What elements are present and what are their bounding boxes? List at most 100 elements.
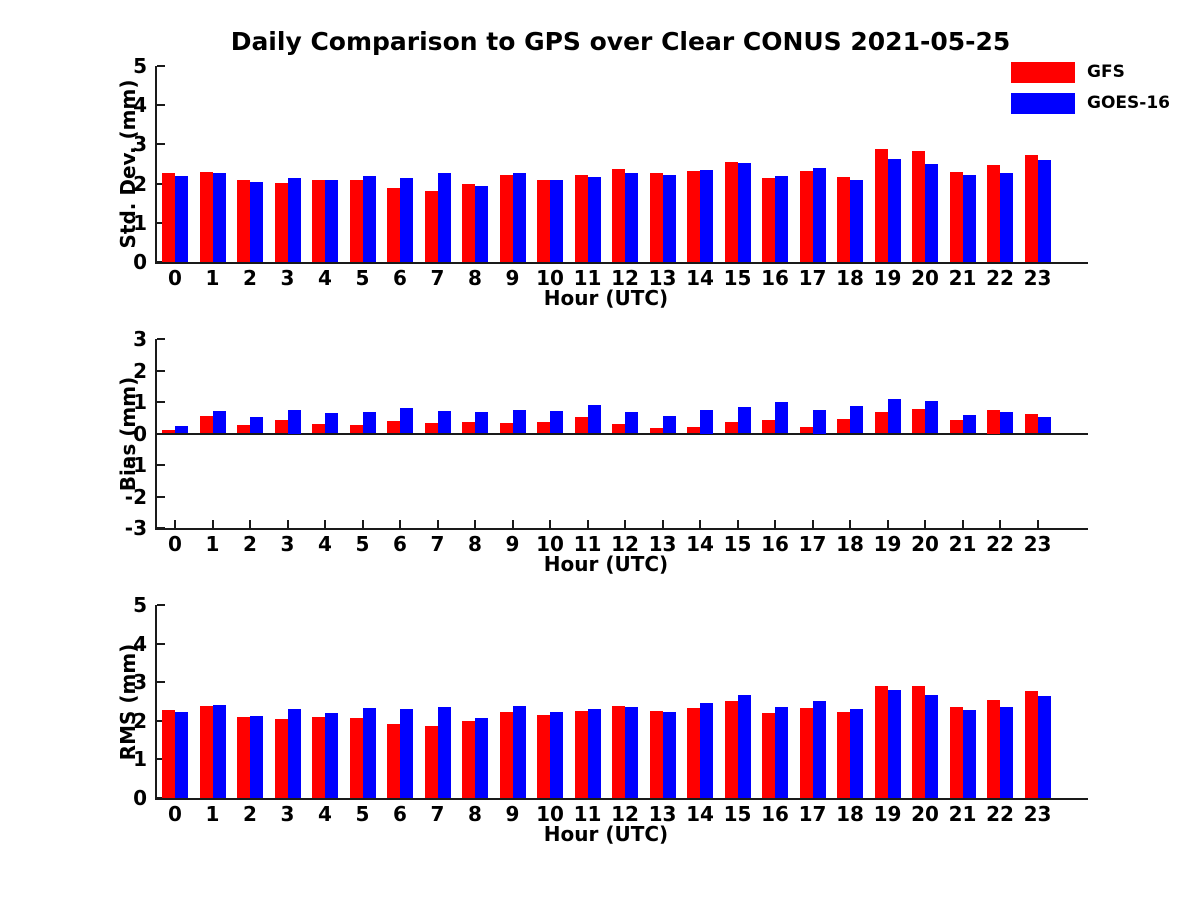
x-tick-label: 19 [873, 532, 902, 556]
x-tick-label: 14 [686, 532, 714, 556]
x-tick [661, 520, 664, 528]
x-tick-label: 10 [536, 802, 564, 826]
bar-gfs-hour-6 [387, 187, 400, 262]
bar-gfs-hour-15 [724, 161, 738, 262]
bar-goes-16-hour-12 [625, 706, 638, 798]
bar-goes-16-hour-4 [325, 713, 338, 798]
bar-gfs-hour-4 [312, 424, 325, 434]
bar-gfs-hour-15 [724, 421, 738, 434]
bar-gfs-hour-7 [424, 726, 438, 798]
bar-goes-16-hour-20 [925, 694, 938, 798]
x-tick-label: 22 [986, 802, 1014, 826]
bar-goes-16-hour-14 [700, 170, 713, 262]
y-tick [157, 401, 165, 403]
x-tick-label: 12 [611, 266, 639, 290]
x-tick [774, 520, 776, 528]
y-tick [157, 642, 165, 645]
bar-gfs-hour-7 [424, 190, 438, 262]
x-tick-label: 2 [243, 802, 257, 826]
y-tick-label: 5 [133, 593, 147, 617]
bar-gfs-hour-1 [199, 416, 213, 434]
bar-goes-16-hour-16 [775, 706, 788, 798]
bar-goes-16-hour-2 [250, 716, 263, 798]
x-tick-label: 19 [873, 266, 902, 290]
x-tick-label: 18 [836, 532, 864, 556]
bar-goes-16-hour-13 [662, 711, 676, 798]
x-tick-label: 6 [393, 802, 407, 826]
bar-gfs-hour-14 [687, 708, 700, 798]
x-tick [699, 520, 701, 528]
bar-goes-16-hour-22 [1000, 412, 1013, 434]
bar-goes-16-hour-19 [887, 399, 901, 434]
y-tick [157, 758, 165, 761]
x-tick-label: 23 [1023, 266, 1052, 290]
y-tick [157, 143, 165, 146]
bar-gfs-hour-16 [762, 713, 775, 798]
bar-goes-16-hour-3 [287, 409, 301, 434]
bar-goes-16-hour-10 [550, 712, 563, 798]
y-tick [157, 261, 165, 263]
x-tick-label: 8 [468, 266, 482, 290]
y-tick-label: 1 [133, 390, 147, 414]
x-tick-label: 7 [430, 532, 445, 556]
x-tick-label: 1 [205, 532, 220, 556]
bar-gfs-hour-5 [349, 180, 363, 262]
y-tick [157, 797, 165, 799]
bar-goes-16-hour-0 [175, 425, 188, 434]
bar-goes-16-hour-6 [400, 177, 413, 262]
bar-goes-16-hour-1 [212, 172, 226, 262]
x-tick-label: 22 [986, 266, 1014, 290]
bar-gfs-hour-22 [987, 699, 1000, 798]
x-tick-label: 4 [318, 532, 332, 556]
x-tick-label: 10 [536, 266, 564, 290]
gfs-swatch-icon [1011, 62, 1075, 83]
bar-gfs-hour-8 [462, 184, 475, 262]
x-tick-label: 6 [393, 266, 407, 290]
bar-goes-16-hour-5 [362, 411, 376, 434]
y-tick [157, 719, 165, 722]
x-tick [174, 520, 176, 528]
x-tick-label: 13 [648, 266, 677, 290]
chart-title: Daily Comparison to GPS over Clear CONUS… [230, 27, 1011, 56]
x-tick-label: 19 [873, 802, 902, 826]
bar-goes-16-hour-8 [475, 412, 488, 434]
bar-goes-16-hour-8 [475, 717, 488, 798]
bar-goes-16-hour-9 [512, 410, 526, 434]
x-tick [286, 520, 289, 528]
x-tick-label: 5 [355, 802, 370, 826]
bar-gfs-hour-12 [612, 169, 625, 262]
y-tick-label: 3 [133, 132, 147, 157]
x-tick-label: 17 [798, 266, 827, 290]
x-axis-label-std-dev: Hour (UTC) [543, 286, 669, 310]
x-tick [361, 520, 364, 528]
x-tick-label: 17 [798, 532, 827, 556]
x-tick [1036, 520, 1039, 528]
bar-goes-16-hour-3 [287, 177, 301, 262]
bar-gfs-hour-21 [949, 419, 963, 434]
x-tick-label: 0 [168, 266, 182, 290]
bar-gfs-hour-10 [537, 179, 550, 262]
y-tick [157, 495, 165, 498]
y-tick-label: 3 [133, 670, 147, 695]
y-tick-label: 2 [133, 171, 147, 196]
x-tick [249, 520, 251, 528]
bar-goes-16-hour-19 [887, 158, 901, 262]
bar-goes-16-hour-21 [962, 414, 976, 434]
x-tick-label: 9 [505, 532, 520, 556]
x-tick-label: 3 [280, 532, 295, 556]
bar-gfs-hour-13 [649, 172, 663, 262]
x-tick-label: 13 [648, 532, 677, 556]
bar-gfs-hour-11 [574, 710, 588, 798]
x-tick [586, 520, 589, 528]
bar-goes-16-hour-10 [550, 411, 563, 434]
legend-item-goes16: GOES-16 [1011, 93, 1170, 114]
x-tick-label: 16 [761, 266, 789, 290]
bar-gfs-hour-18 [837, 176, 850, 262]
bar-goes-16-hour-21 [962, 174, 976, 262]
bar-gfs-hour-15 [724, 700, 738, 798]
legend-label-goes16: GOES-16 [1087, 93, 1170, 113]
x-tick-label: 2 [243, 532, 257, 556]
x-tick-label: 0 [168, 802, 182, 826]
bar-goes-16-hour-11 [587, 405, 601, 434]
